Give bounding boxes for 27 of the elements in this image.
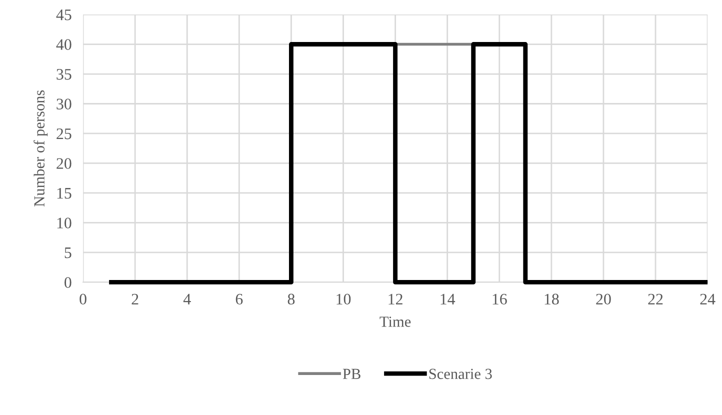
y-axis-title: Number of persons — [34, 90, 48, 206]
x-tick-label: 20 — [596, 294, 611, 305]
x-tick-label: 6 — [236, 294, 243, 305]
y-tick-label: 5 — [64, 248, 72, 258]
y-tick-label: 0 — [64, 277, 72, 288]
x-tick-label: 0 — [80, 294, 86, 305]
x-tick-label: 12 — [388, 294, 402, 304]
legend-label: Scenarie 3 — [429, 368, 492, 380]
y-tick-label: 45 — [56, 10, 72, 20]
y-tick-label: 10 — [57, 218, 72, 228]
x-tick-label: 22 — [648, 294, 663, 304]
x-tick-label: 8 — [288, 294, 295, 305]
y-tick-label: 40 — [56, 39, 72, 50]
x-tick-label: 10 — [336, 294, 351, 305]
y-tick-label: 20 — [56, 158, 72, 169]
y-tick-label: 15 — [57, 188, 72, 199]
y-tick-label: 30 — [56, 98, 72, 110]
y-tick-label: 25 — [56, 128, 72, 140]
x-tick-label: 24 — [700, 294, 716, 304]
x-axis-title: Time — [380, 316, 411, 327]
x-tick-label: 16 — [492, 294, 507, 305]
y-tick-label: 35 — [56, 68, 72, 80]
x-tick-label: 14 — [440, 294, 456, 304]
x-tick-label: 2 — [132, 294, 138, 304]
legend-label: PB — [342, 368, 360, 379]
x-tick-label: 4 — [183, 294, 191, 304]
x-tick-label: 18 — [544, 294, 559, 305]
